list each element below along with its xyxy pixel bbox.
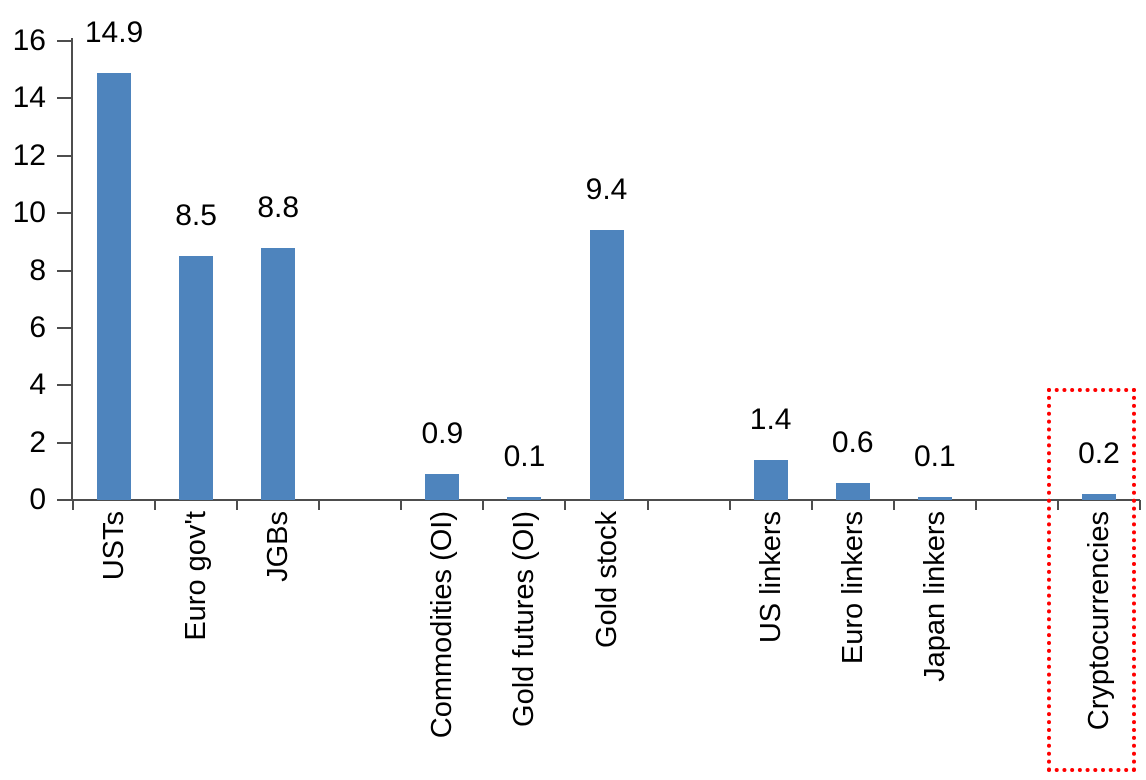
category-label-jgbs: JGBs <box>262 511 295 582</box>
bar-us-linkers <box>753 459 788 500</box>
y-tick-12 <box>57 154 71 157</box>
x-tick-9 <box>810 500 813 510</box>
y-tick-14 <box>57 97 71 100</box>
value-label-jgbs: 8.8 <box>257 190 300 224</box>
x-tick-12 <box>1056 500 1059 510</box>
x-tick-0 <box>72 500 74 510</box>
y-axis-line <box>71 38 73 500</box>
x-axis-line <box>71 499 1140 501</box>
y-tick-label-0: 0 <box>29 483 46 516</box>
x-tick-11 <box>974 500 977 510</box>
bar-commodities-oi <box>425 474 460 500</box>
y-tick-16 <box>57 40 71 42</box>
y-tick-label-14: 14 <box>12 81 46 115</box>
x-tick-7 <box>646 500 649 510</box>
x-tick-3 <box>318 500 321 510</box>
y-tick-label-16: 16 <box>12 24 46 57</box>
x-tick-2 <box>236 500 239 510</box>
category-label-commodities-oi: Commodities (OI) <box>426 511 459 739</box>
value-label-us-linkers: 1.4 <box>749 402 792 436</box>
category-label-euro-gov-t: Euro gov't <box>180 511 213 641</box>
value-label-commodities-oi: 0.9 <box>421 417 464 451</box>
y-tick-label-6: 6 <box>29 310 46 344</box>
x-tick-13 <box>1139 500 1141 510</box>
x-tick-5 <box>482 500 485 510</box>
bar-cryptocurrencies <box>1081 494 1116 500</box>
cryptocurrencies-highlight-box <box>1047 388 1136 772</box>
bar-gold-futures-oi <box>507 497 542 500</box>
y-tick-label-12: 12 <box>12 138 46 172</box>
x-tick-8 <box>728 500 731 510</box>
value-label-usts: 14.9 <box>84 15 144 49</box>
bar-usts <box>97 72 132 500</box>
y-tick-0 <box>57 499 71 501</box>
value-label-euro-gov-t: 8.5 <box>175 199 217 233</box>
y-tick-10 <box>57 212 71 215</box>
bar-jgbs <box>261 247 296 500</box>
value-label-cryptocurrencies: 0.2 <box>1078 437 1120 471</box>
value-label-euro-linkers: 0.6 <box>831 425 874 459</box>
x-tick-4 <box>400 500 403 510</box>
x-tick-10 <box>892 500 895 510</box>
bar-japan-linkers <box>917 497 952 500</box>
y-tick-label-4: 4 <box>29 368 46 402</box>
y-tick-label-8: 8 <box>29 253 46 287</box>
x-tick-6 <box>564 500 567 510</box>
category-label-us-linkers: US linkers <box>754 511 787 644</box>
y-tick-4 <box>57 384 71 387</box>
bar-euro-linkers <box>835 482 870 500</box>
category-label-gold-stock: Gold stock <box>590 511 623 648</box>
y-tick-label-10: 10 <box>12 196 46 230</box>
value-label-gold-stock: 9.4 <box>585 173 628 207</box>
category-label-gold-futures-oi: Gold futures (OI) <box>508 511 541 727</box>
y-tick-6 <box>57 326 71 329</box>
value-label-gold-futures-oi: 0.1 <box>503 440 546 474</box>
y-tick-8 <box>57 269 71 272</box>
y-tick-label-2: 2 <box>29 425 46 459</box>
bar-euro-gov-t <box>179 256 214 500</box>
x-tick-1 <box>154 500 157 510</box>
category-label-usts: USTs <box>98 511 131 581</box>
bar-gold-stock <box>589 230 624 500</box>
y-tick-2 <box>57 441 71 444</box>
category-label-euro-linkers: Euro linkers <box>836 511 869 665</box>
value-label-japan-linkers: 0.1 <box>913 440 956 474</box>
category-label-japan-linkers: Japan linkers <box>918 511 951 682</box>
